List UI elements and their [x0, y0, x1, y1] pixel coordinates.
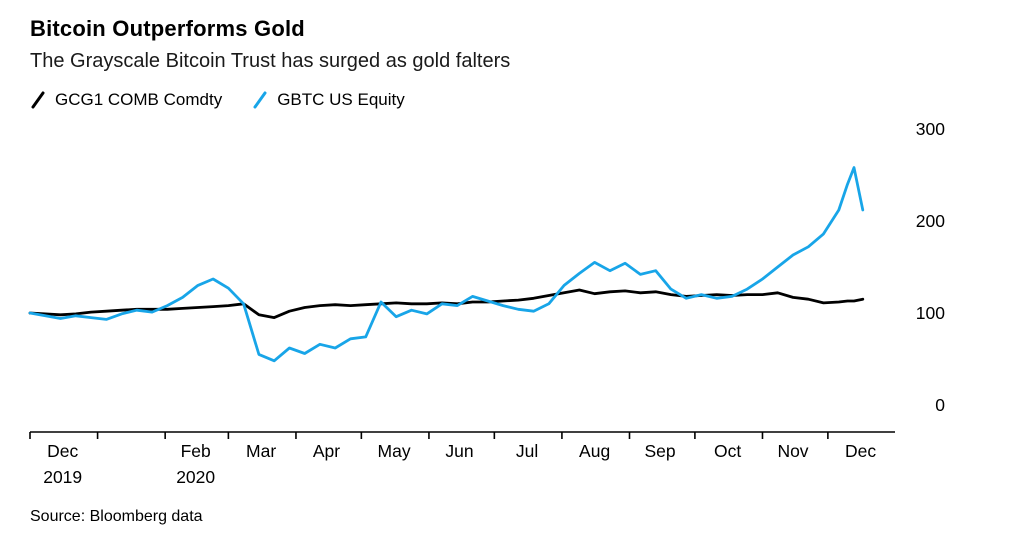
y-axis-tick-label: 200 — [915, 211, 945, 231]
gbtc-line-swatch-icon — [253, 91, 267, 109]
series-line-gbtc — [28, 166, 865, 363]
x-axis-tick-label: Jun — [445, 441, 474, 461]
legend-item-gbtc: GBTC US Equity — [252, 90, 405, 110]
x-axis-tick-label: Oct — [713, 441, 742, 461]
gcg1-line-swatch-icon — [31, 91, 45, 109]
x-axis-tick-label: May — [377, 441, 411, 461]
x-axis-year-label: 2020 — [176, 467, 216, 487]
x-axis-tick-label: Dec — [845, 441, 877, 461]
x-axis-tick-label: Mar — [246, 441, 277, 461]
legend-label-gcg1: GCG1 COMB Comdty — [55, 90, 223, 109]
x-axis-tick-label: Jul — [515, 441, 539, 461]
x-axis-tick-label: Aug — [579, 441, 611, 461]
x-axis-tick-label: Dec 2019 — [43, 441, 83, 487]
legend-label-gbtc: GBTC US Equity — [277, 90, 405, 109]
y-axis-tick-label: 0 — [935, 395, 945, 415]
source-note: Source: Bloomberg data — [30, 508, 203, 525]
x-axis-tick-label: Nov — [777, 441, 809, 461]
chart-title: Bitcoin Outperforms Gold — [30, 16, 305, 41]
x-axis-year-label: 2019 — [43, 467, 83, 487]
series-line-gcg1 — [28, 288, 865, 320]
chart-subtitle: The Grayscale Bitcoin Trust has surged a… — [30, 50, 511, 72]
legend-item-gcg1: GCG1 COMB Comdty — [30, 90, 222, 110]
x-axis-tick-label: Feb 2020 — [176, 441, 216, 487]
y-axis-tick-label: 100 — [915, 303, 945, 323]
x-axis-tick-label: Sep — [644, 441, 676, 461]
x-axis-tick-label: Apr — [312, 441, 341, 461]
legend: GCG1 COMB Comdty GBTC US Equity — [30, 90, 405, 110]
y-axis-tick-label: 300 — [915, 119, 945, 139]
